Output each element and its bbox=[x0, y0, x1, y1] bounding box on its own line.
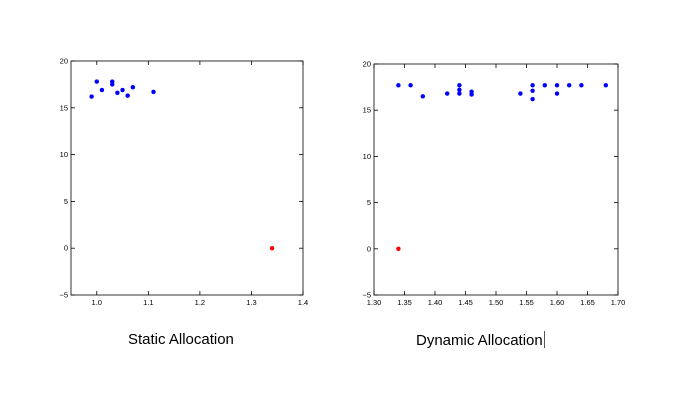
plot-frame bbox=[373, 63, 619, 296]
data-point bbox=[457, 91, 462, 96]
x-tick-label: 1.1 bbox=[143, 298, 153, 307]
data-point bbox=[542, 83, 548, 88]
y-tick-label: 10 bbox=[60, 150, 68, 159]
data-point bbox=[530, 83, 535, 88]
y-tick-label: 15 bbox=[363, 106, 371, 115]
data-point bbox=[530, 96, 535, 102]
x-tick-label: 1.70 bbox=[611, 298, 626, 307]
static-allocation-title: Static Allocation bbox=[128, 331, 234, 348]
x-tick-label: 1.55 bbox=[519, 298, 534, 307]
data-point bbox=[120, 87, 125, 93]
dynamic-allocation-title-wrapper: Dynamic Allocation bbox=[416, 331, 545, 349]
x-tick-label: 1.3 bbox=[246, 298, 256, 307]
data-point bbox=[109, 82, 115, 87]
y-tick-label: −5 bbox=[59, 291, 68, 300]
data-point bbox=[469, 92, 474, 97]
y-tick-label: 20 bbox=[363, 60, 371, 69]
y-tick-label: 15 bbox=[60, 103, 68, 112]
data-point bbox=[603, 83, 609, 88]
x-tick-label: 1.50 bbox=[489, 298, 504, 307]
data-point bbox=[125, 93, 130, 98]
data-point bbox=[408, 83, 413, 88]
x-tick-label: 1.35 bbox=[397, 298, 412, 307]
x-tick-label: 1.0 bbox=[92, 298, 102, 307]
data-point bbox=[457, 87, 462, 93]
outlier-data-point bbox=[396, 246, 401, 252]
data-point bbox=[530, 88, 535, 94]
x-tick-label: 1.65 bbox=[580, 298, 595, 307]
data-point bbox=[151, 89, 156, 95]
dynamic-allocation-title: Dynamic Allocation bbox=[416, 332, 543, 349]
x-tick-label: 1.40 bbox=[428, 298, 443, 307]
plot-frame bbox=[70, 60, 304, 296]
data-point bbox=[444, 91, 450, 96]
data-point bbox=[579, 83, 584, 88]
x-tick-label: 1.4 bbox=[298, 298, 308, 307]
x-tick-label: 1.45 bbox=[458, 298, 473, 307]
y-tick-label: 0 bbox=[64, 244, 68, 253]
y-tick-label: 5 bbox=[64, 197, 68, 206]
y-tick-label: −5 bbox=[362, 291, 371, 300]
data-point bbox=[89, 94, 94, 99]
data-point bbox=[115, 90, 120, 96]
text-cursor bbox=[543, 331, 545, 348]
dynamic-allocation-plot: 1.30 1.35 1.40 1.45 1.50 1.55 1.60 1.65 1.70 −5 0 5… bbox=[362, 60, 625, 308]
data-point bbox=[420, 94, 426, 99]
data-point bbox=[99, 87, 105, 93]
data-point bbox=[396, 83, 401, 88]
data-point bbox=[554, 83, 560, 88]
x-tick-label: 1.30 bbox=[367, 298, 382, 307]
y-tick-label: 20 bbox=[60, 57, 68, 66]
x-tick-label: 1.2 bbox=[195, 298, 205, 307]
y-tick-label: 5 bbox=[367, 198, 371, 207]
data-point bbox=[94, 79, 100, 84]
data-point bbox=[554, 91, 560, 96]
x-tick-label: 1.60 bbox=[550, 298, 565, 307]
static-allocation-plot: 1.0 1.1 1.2 1.3 1.4 −5 0 5 10 15 20 bbox=[59, 57, 308, 308]
data-point bbox=[518, 91, 523, 96]
outlier-data-point bbox=[269, 245, 275, 251]
y-tick-label: 10 bbox=[363, 152, 371, 161]
y-tick-label: 0 bbox=[367, 244, 371, 253]
data-point bbox=[130, 84, 136, 90]
data-point bbox=[566, 83, 572, 88]
data-point bbox=[457, 83, 462, 88]
